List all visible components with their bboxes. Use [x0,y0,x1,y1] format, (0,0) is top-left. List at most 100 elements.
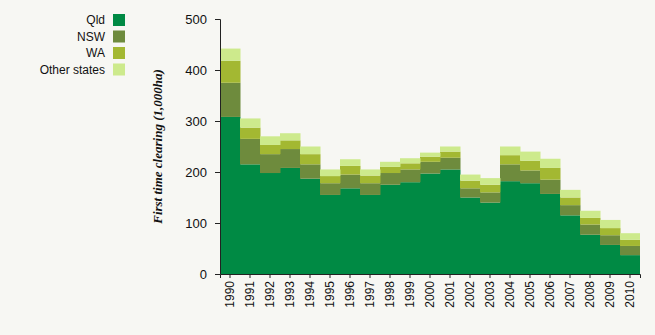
bar [240,118,261,127]
bar [580,211,601,218]
bar [300,179,321,274]
x-tick: 2001 [443,274,457,308]
x-tick-mark [370,274,371,278]
bar [240,139,261,165]
x-tick-label: 1994 [303,281,317,308]
y-tick-mark [215,172,220,173]
bar [540,159,561,168]
x-tick: 2002 [463,274,477,308]
bar [300,164,321,178]
x-tick-label: 1998 [383,281,397,308]
bar [340,175,361,189]
bar [320,169,341,176]
bar [260,136,281,145]
x-tick-label: 2010 [623,281,637,308]
x-tick: 1991 [243,274,257,308]
x-tick: 2005 [523,274,537,308]
x-tick-label: 2009 [603,281,617,308]
bar [620,246,640,255]
x-tick-mark [550,274,551,278]
bar [580,218,601,225]
bar [260,145,281,154]
x-tick-mark [430,274,431,278]
bar [520,170,541,183]
y-tick-mark [215,121,220,122]
bars [220,49,640,274]
bar [280,133,301,140]
bar [320,176,341,183]
bar [560,190,581,198]
x-tick: 2008 [583,274,597,308]
y-tick-mark [215,274,220,275]
x-tick-label: 1995 [323,281,337,308]
bar [580,235,601,274]
x-tick-label: 1990 [223,281,237,308]
x-tick-mark [490,274,491,278]
x-tick-label: 1992 [263,281,277,308]
bar [420,174,441,274]
bar [520,183,541,274]
x-tick: 2007 [563,274,577,308]
bar [560,215,581,274]
bar [540,194,561,274]
x-tick: 2003 [483,274,497,308]
x-tick: 1994 [303,274,317,308]
y-tick: 300 [185,114,220,129]
bar [320,195,341,274]
bar [440,152,461,158]
legend-label: NSW [77,30,106,44]
y-tick-mark [215,70,220,71]
x-tick-mark [510,274,511,278]
x-tick: 2009 [603,274,617,308]
x-tick: 2010 [623,274,637,308]
series-bars [220,117,640,274]
bar [280,168,301,274]
y-axis-line [215,20,221,275]
bar [480,192,501,202]
bar [440,169,461,274]
bar [420,157,441,162]
legend-swatch [113,47,125,59]
x-tick-mark [290,274,291,278]
bar [360,176,381,184]
y-tick: 100 [185,216,220,231]
y-tick-label: 300 [185,114,207,129]
x-tick-label: 1993 [283,281,297,308]
y-tick: 400 [185,63,220,78]
bar [560,205,581,215]
y-tick-mark [215,223,220,224]
bar [360,183,381,195]
x-tick-mark [310,274,311,278]
x-tick-label: 2005 [523,281,537,308]
legend: QldNSWWAOther states [40,13,125,76]
x-tick: 1999 [403,274,417,308]
legend-swatch [113,31,125,43]
bar [460,198,481,275]
x-tick-mark [470,274,471,278]
x-tick-mark [350,274,351,278]
bar [260,173,281,274]
bar [540,180,561,194]
bar [440,158,461,170]
x-tick-mark [570,274,571,278]
bar [480,185,501,193]
bar [600,245,621,274]
bar [460,188,481,197]
bar [620,233,640,240]
x-tick: 1997 [363,274,377,308]
series-bars [220,49,640,240]
bar [600,235,621,245]
x-tick-label: 1991 [243,281,257,308]
legend-label: Qld [86,13,105,27]
bar [300,154,321,164]
y-tick-mark [215,19,220,20]
bar [380,162,401,167]
x-tick: 1998 [383,274,397,308]
chart: 0100200300400500199019911992199319941995… [0,0,655,335]
legend-swatch [113,64,125,76]
x-tick-label: 2006 [543,281,557,308]
bar [500,147,521,156]
bar [400,182,421,274]
x-tick-label: 1996 [343,281,357,308]
x-tick-label: 2000 [423,281,437,308]
